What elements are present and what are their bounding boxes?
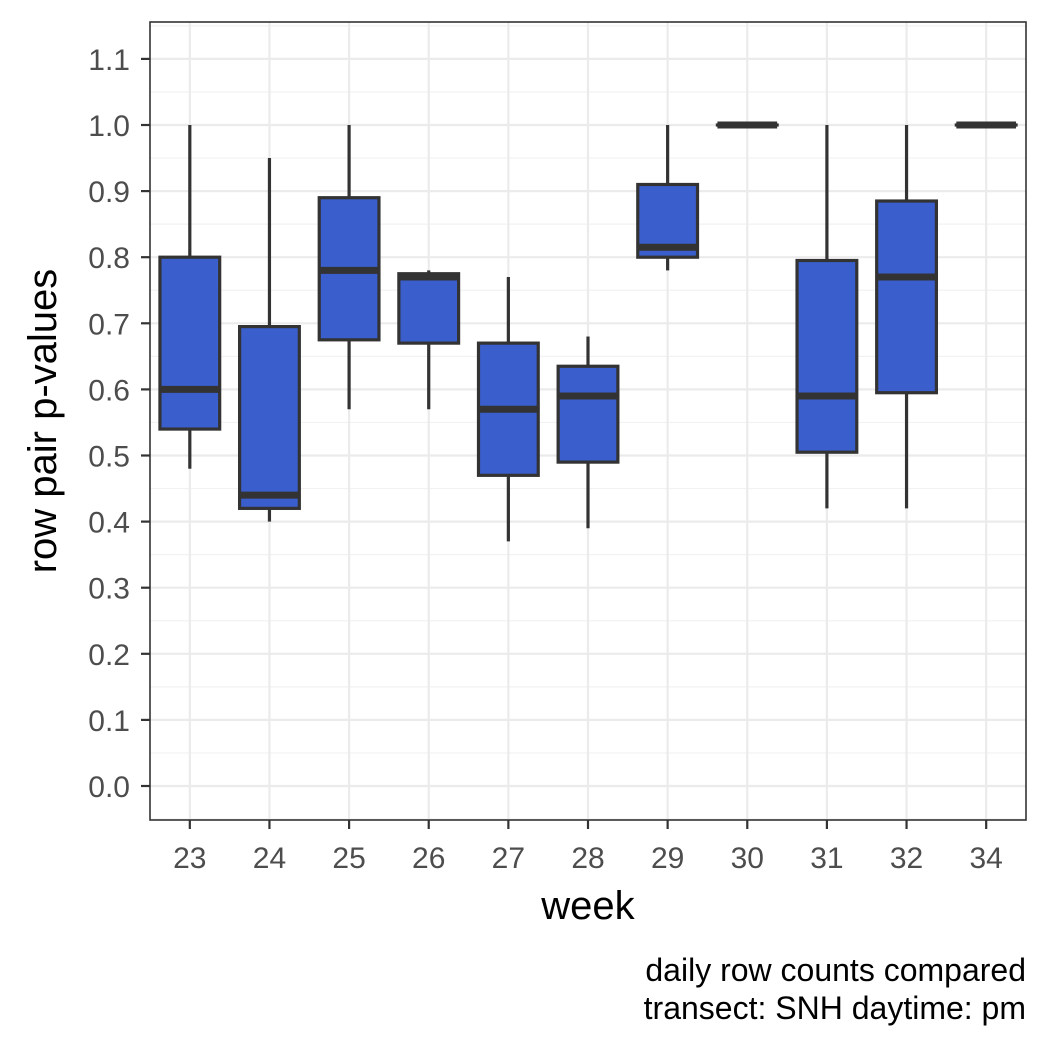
box-week-28 xyxy=(558,337,618,529)
x-tick-label: 30 xyxy=(731,842,764,875)
x-axis: 23 24 25 26 27 28 29 30 31 32 34 xyxy=(173,820,1003,875)
x-tick-label: 34 xyxy=(969,842,1002,875)
x-tick-label: 23 xyxy=(173,842,206,875)
box-week-29 xyxy=(638,125,698,270)
y-tick-label: 0.8 xyxy=(88,242,130,275)
box-week-31 xyxy=(797,125,857,508)
box-week-23 xyxy=(160,125,220,469)
box-week-32 xyxy=(877,125,937,508)
caption-line-1: daily row counts compared xyxy=(645,952,1026,988)
y-axis: 0.0 0.1 0.2 0.3 0.4 0.5 0.6 0.7 0.8 0.9 1.0 1.1 xyxy=(88,44,150,804)
x-tick-label: 25 xyxy=(332,842,365,875)
x-tick-label: 27 xyxy=(492,842,525,875)
x-axis-title: week xyxy=(540,884,635,928)
y-tick-label: 0.5 xyxy=(88,441,130,474)
box-iqr xyxy=(160,257,220,429)
box-iqr xyxy=(240,327,300,509)
x-tick-label: 28 xyxy=(571,842,604,875)
x-tick-label: 31 xyxy=(810,842,843,875)
y-tick-label: 0.4 xyxy=(88,507,130,540)
box-iqr xyxy=(558,366,618,462)
y-tick-label: 0.0 xyxy=(88,771,130,804)
caption-line-2: transect: SNH daytime: pm xyxy=(644,990,1026,1026)
y-tick-label: 0.7 xyxy=(88,308,130,341)
x-tick-label: 26 xyxy=(412,842,445,875)
box-iqr xyxy=(399,274,459,343)
x-tick-label: 24 xyxy=(253,842,286,875)
y-tick-label: 0.1 xyxy=(88,705,130,738)
box-week-27 xyxy=(479,277,539,541)
y-tick-label: 1.0 xyxy=(88,110,130,143)
y-tick-label: 0.3 xyxy=(88,573,130,606)
box-iqr xyxy=(877,201,937,393)
y-tick-label: 0.9 xyxy=(88,176,130,209)
x-tick-label: 29 xyxy=(651,842,684,875)
y-tick-label: 1.1 xyxy=(88,44,130,77)
box-iqr xyxy=(797,261,857,453)
x-tick-label: 32 xyxy=(890,842,923,875)
y-tick-label: 0.6 xyxy=(88,374,130,407)
y-axis-title: row pair p-values xyxy=(21,269,65,574)
box-week-25 xyxy=(319,125,379,409)
box-week-24 xyxy=(240,158,300,522)
y-tick-label: 0.2 xyxy=(88,639,130,672)
